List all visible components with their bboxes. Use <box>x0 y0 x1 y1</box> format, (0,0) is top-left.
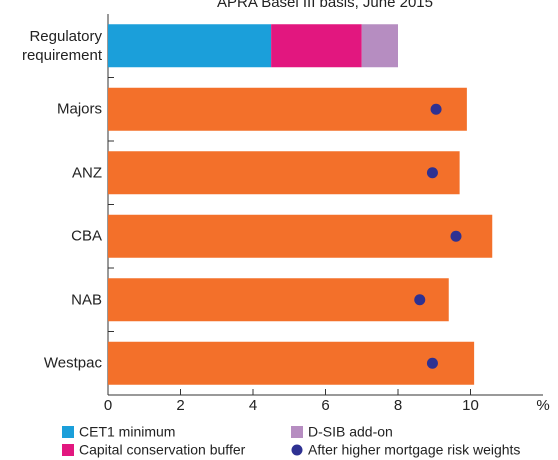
y-tick-label: Regulatory requirement <box>21 27 102 64</box>
legend-swatch <box>62 444 74 456</box>
x-tick-label: 8 <box>394 397 402 414</box>
x-axis-label: % <box>536 397 549 414</box>
bar <box>108 341 475 385</box>
bar <box>271 24 362 68</box>
legend-label: Capital conservation buffer <box>79 442 246 458</box>
legend-marker <box>291 444 303 456</box>
marker <box>426 357 438 369</box>
x-tick-label: 10 <box>462 397 479 414</box>
legend-swatch <box>291 426 303 438</box>
bar <box>361 24 398 68</box>
chart-subtitle: APRA Basel III basis, June 2015 <box>217 0 433 11</box>
marker <box>450 230 462 242</box>
y-tick-label: NAB <box>71 291 102 309</box>
legend-label: D-SIB add-on <box>308 424 393 440</box>
y-tick-label: ANZ <box>72 164 102 182</box>
y-tick-label: CBA <box>71 227 102 245</box>
bar <box>108 24 272 68</box>
x-tick-label: 6 <box>321 397 329 414</box>
x-tick-label: 4 <box>249 397 257 414</box>
marker <box>426 167 438 179</box>
bar <box>108 151 460 195</box>
bar <box>108 278 449 322</box>
legend-label: CET1 minimum <box>79 424 175 440</box>
marker <box>414 294 426 306</box>
y-tick-label: Majors <box>56 100 102 118</box>
bar <box>108 214 493 258</box>
x-tick-label: 2 <box>176 397 184 414</box>
legend-swatch <box>62 426 74 438</box>
marker <box>430 103 442 115</box>
bar <box>108 87 467 131</box>
x-tick-label: 0 <box>104 397 112 414</box>
legend-label: After higher mortgage risk weights <box>308 442 520 458</box>
y-tick-label: Westpac <box>43 354 102 372</box>
